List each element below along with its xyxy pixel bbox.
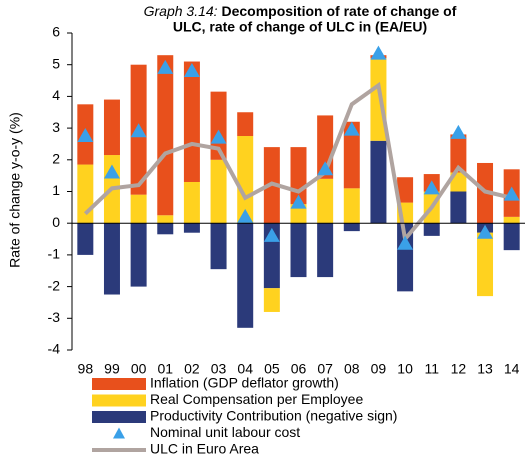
marker	[343, 121, 360, 136]
marker	[77, 128, 94, 143]
x-tick-label: 12	[451, 361, 467, 377]
bar	[157, 55, 174, 216]
bar	[397, 177, 414, 203]
legend-swatch	[92, 394, 146, 407]
bar	[103, 223, 120, 295]
chart-title: Graph 3.14: Decomposition of rate of cha…	[144, 3, 457, 19]
marker	[450, 124, 467, 139]
y-tick-label: -1	[48, 246, 61, 262]
bar	[370, 140, 387, 224]
bar	[290, 223, 307, 278]
x-tick-label: 05	[264, 361, 280, 377]
marker	[423, 180, 440, 195]
legend-swatch	[92, 411, 146, 423]
y-tick-label: 6	[52, 24, 60, 40]
x-tick-label: 03	[211, 361, 227, 377]
bar	[450, 134, 467, 173]
bar	[77, 223, 94, 255]
bar	[77, 164, 94, 224]
x-tick-label: 11	[424, 361, 439, 377]
bar	[423, 223, 440, 236]
bar	[503, 216, 520, 224]
legend-label: Nominal unit labour cost	[150, 424, 300, 440]
bar	[237, 223, 254, 328]
marker	[290, 194, 307, 209]
y-tick-label: 2	[52, 151, 60, 167]
y-tick-label: -4	[48, 341, 61, 357]
bar	[317, 223, 334, 278]
bar	[183, 223, 200, 233]
marker	[317, 161, 334, 176]
y-tick-label: 4	[52, 87, 60, 103]
bar	[343, 121, 360, 189]
legend-label: Real Compensation per Employee	[150, 391, 363, 407]
legend-swatch	[113, 427, 125, 439]
bar	[210, 159, 227, 224]
x-tick-label: 10	[397, 361, 413, 377]
bar	[370, 58, 387, 141]
bar	[343, 188, 360, 224]
x-tick-label: 01	[157, 361, 173, 377]
marker	[183, 63, 200, 78]
y-tick-label: -3	[48, 309, 61, 325]
x-tick-label: 00	[131, 361, 147, 377]
title-line: Decomposition of rate of change of	[221, 3, 456, 19]
x-tick-label: 04	[237, 361, 253, 377]
title-label: Graph 3.14:	[144, 3, 218, 19]
bar	[210, 223, 227, 270]
bar	[397, 223, 414, 292]
marker	[263, 227, 280, 242]
y-tick-label: 1	[52, 182, 60, 198]
y-tick-label: 5	[52, 55, 60, 71]
x-tick-label: 99	[104, 361, 120, 377]
marker	[477, 224, 494, 239]
bar	[183, 181, 200, 224]
x-tick-label: 13	[477, 361, 493, 377]
bar	[263, 288, 280, 312]
y-tick-label: 3	[52, 119, 60, 135]
bar	[103, 99, 120, 156]
marker	[130, 123, 147, 138]
bar	[503, 223, 520, 251]
legend-label: Productivity Contribution (negative sign…	[150, 408, 397, 424]
marker	[103, 164, 120, 179]
bar	[237, 112, 254, 137]
marker	[210, 129, 227, 144]
legend-swatch	[92, 378, 146, 390]
marker	[157, 59, 174, 74]
y-tick-label: 0	[52, 214, 60, 230]
legend-label: Inflation (GDP deflator growth)	[150, 375, 339, 391]
bar	[130, 223, 147, 287]
bar	[183, 61, 200, 182]
bar	[290, 204, 307, 224]
bar	[343, 223, 360, 232]
line	[83, 81, 513, 244]
bar	[477, 232, 494, 297]
bar	[157, 223, 174, 235]
bar	[130, 194, 147, 224]
y-axis-label: Rate of change y-o-y (%)	[7, 112, 23, 268]
bar	[317, 178, 334, 224]
title-line: ULC, rate of change of ULC in (EA/EU)	[173, 19, 427, 35]
x-tick-label: 08	[344, 361, 360, 377]
x-tick-label: 02	[184, 361, 200, 377]
x-tick-label: 98	[78, 361, 94, 377]
marker	[503, 186, 520, 201]
legend-label: ULC in Euro Area	[150, 441, 259, 457]
marker	[370, 45, 387, 60]
marker	[237, 208, 254, 223]
y-tick-label: -2	[48, 277, 61, 293]
x-tick-label: 09	[371, 361, 387, 377]
marker	[397, 235, 414, 250]
bar	[450, 191, 467, 224]
bar	[157, 215, 174, 224]
x-tick-label: 14	[504, 361, 520, 377]
x-tick-label: 06	[291, 361, 307, 377]
x-tick-label: 07	[317, 361, 333, 377]
bar	[237, 136, 254, 224]
